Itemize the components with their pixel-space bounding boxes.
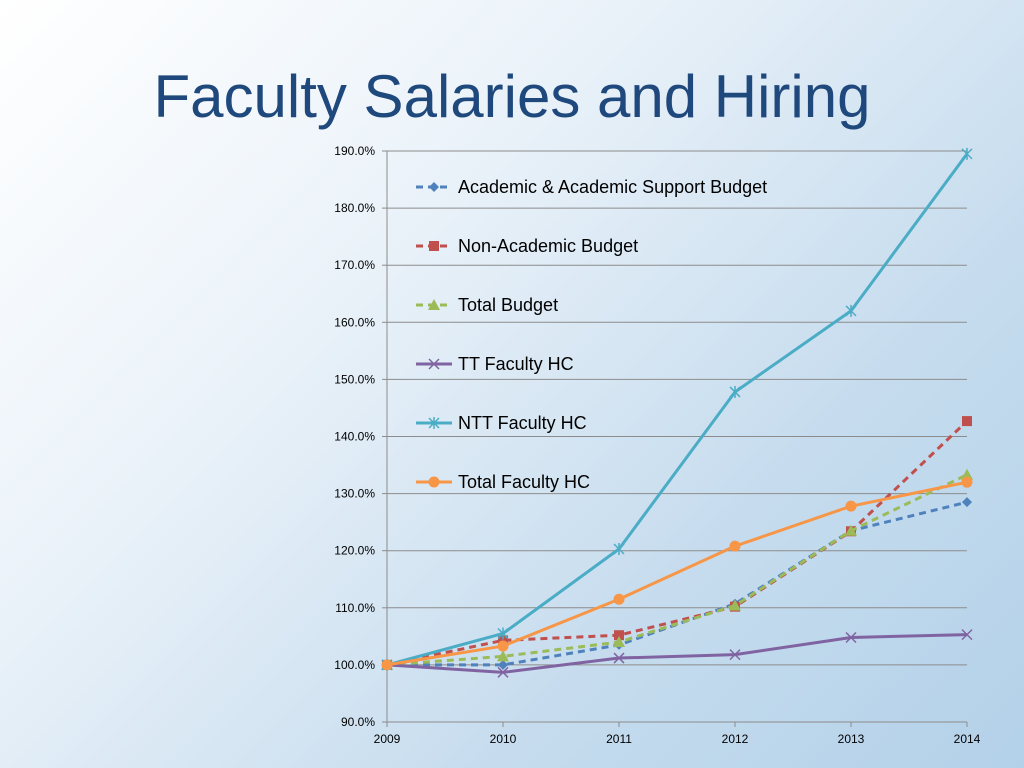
legend-item: Non-Academic Budget <box>416 236 638 256</box>
data-point <box>497 666 509 678</box>
data-point <box>613 542 625 555</box>
data-point <box>498 635 508 646</box>
data-point <box>729 385 741 398</box>
series-1 <box>382 497 972 670</box>
legend-label: Academic & Academic Support Budget <box>458 177 767 197</box>
chart-axes <box>386 151 968 727</box>
legend-item: TT Faculty HC <box>416 354 574 374</box>
y-axis-tick-labels: 90.0% 100.0% 110.0% 120.0% 130.0% 140.0% 150.0… <box>334 144 375 729</box>
data-point <box>613 636 625 648</box>
data-point <box>961 468 973 480</box>
data-point <box>845 631 857 644</box>
data-point <box>729 540 741 552</box>
legend-item: Total Budget <box>416 295 558 315</box>
series-line <box>386 480 968 667</box>
data-point <box>613 593 625 605</box>
y-tick-label: 160.0% <box>334 315 375 329</box>
x-tick-label: 2014 <box>954 732 981 746</box>
data-point <box>729 649 741 661</box>
data-point <box>845 500 857 512</box>
x-tick-label: 2013 <box>838 732 865 746</box>
chart-series <box>381 147 973 678</box>
data-point <box>381 659 393 671</box>
y-tick-label: 190.0% <box>334 144 375 158</box>
legend-item: Academic & Academic Support Budget <box>416 177 767 197</box>
y-tick-label: 180.0% <box>334 201 375 215</box>
data-point <box>961 629 973 641</box>
y-tick-label: 150.0% <box>334 372 375 386</box>
series-line <box>386 419 969 667</box>
slide-title: Faculty Salaries and Hiring <box>153 63 871 130</box>
legend-marker <box>429 241 439 251</box>
data-point <box>498 659 508 670</box>
data-point <box>962 416 972 427</box>
series-line <box>386 473 968 667</box>
legend-item: NTT Faculty HC <box>416 413 587 433</box>
y-tick-label: 90.0% <box>341 715 375 729</box>
data-point <box>497 640 509 652</box>
data-point <box>962 497 972 508</box>
data-point <box>497 627 509 640</box>
data-point <box>845 304 857 317</box>
data-point <box>961 476 973 488</box>
series-2 <box>382 416 972 670</box>
x-axis-tick-labels: 2009 2010 2011 2012 2013 2014 <box>374 732 981 746</box>
chart-legend: Academic & Academic Support Budget Non-Ac… <box>416 177 767 492</box>
legend-marker <box>428 358 440 370</box>
y-tick-label: 110.0% <box>335 601 375 615</box>
series-5 <box>381 147 973 671</box>
series-line <box>387 500 968 667</box>
y-tick-label: 140.0% <box>334 430 375 444</box>
x-tick-label: 2009 <box>374 732 401 746</box>
x-tick-label: 2011 <box>606 732 632 746</box>
legend-item: Total Faculty HC <box>416 472 590 492</box>
legend-label: TT Faculty HC <box>458 354 574 374</box>
y-tick-label: 130.0% <box>334 487 375 501</box>
data-point <box>613 652 625 664</box>
y-tick-label: 170.0% <box>334 258 375 272</box>
legend-label: Non-Academic Budget <box>458 236 638 256</box>
legend-marker <box>429 182 439 192</box>
legend-marker <box>428 417 440 429</box>
legend-label: Total Faculty HC <box>458 472 590 492</box>
x-tick-label: 2010 <box>490 732 517 746</box>
series-line <box>386 152 969 667</box>
legend-label: Total Budget <box>458 295 558 315</box>
y-tick-label: 120.0% <box>334 544 375 558</box>
data-point <box>961 147 973 160</box>
legend-label: NTT Faculty HC <box>458 413 587 433</box>
data-point <box>845 524 857 536</box>
data-point <box>614 630 624 641</box>
legend-marker <box>428 299 440 310</box>
legend-marker <box>428 476 440 488</box>
series-line <box>386 633 968 674</box>
x-tick-label: 2012 <box>722 732 749 746</box>
y-tick-label: 100.0% <box>334 658 375 672</box>
data-point <box>497 650 509 662</box>
series-4 <box>381 629 973 678</box>
data-point <box>729 599 741 611</box>
series-6 <box>381 476 973 671</box>
